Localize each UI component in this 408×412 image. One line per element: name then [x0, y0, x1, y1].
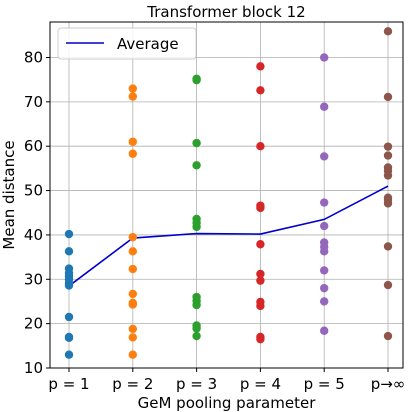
- x-axis-label: GeM pooling parameter: [138, 394, 317, 412]
- data-point: [128, 84, 137, 93]
- data-point: [320, 221, 329, 231]
- data-point: [383, 280, 393, 290]
- data-point: [383, 171, 393, 180]
- chart-title: Transformer block 12: [146, 3, 305, 21]
- data-point: [320, 266, 329, 275]
- data-point: [383, 142, 393, 151]
- y-tick-label: 40: [24, 226, 43, 244]
- y-axis-label: Mean distance: [0, 140, 18, 249]
- plot-frame: [49, 21, 404, 369]
- data-point: [256, 142, 265, 151]
- y-tick-label: 30: [24, 270, 43, 288]
- data-point: [256, 301, 265, 311]
- data-point: [192, 300, 201, 310]
- data-points: [64, 27, 393, 359]
- data-point: [64, 333, 74, 343]
- data-point: [383, 27, 393, 36]
- data-point: [320, 297, 329, 306]
- legend-box: [57, 27, 197, 60]
- data-point: [128, 324, 137, 334]
- data-point: [256, 86, 265, 95]
- data-point: [64, 350, 74, 359]
- data-point: [383, 199, 393, 208]
- legend: Average: [57, 27, 197, 60]
- data-point: [256, 276, 265, 285]
- data-point: [383, 92, 393, 102]
- data-point: [192, 138, 201, 148]
- data-point: [128, 350, 137, 359]
- y-tick-label: 70: [24, 93, 43, 111]
- y-tick-label: 60: [24, 137, 43, 155]
- data-point: [256, 334, 265, 344]
- data-point: [192, 75, 201, 85]
- data-point: [192, 161, 201, 170]
- average-line-layer: [68, 185, 389, 287]
- axis-ticks: 10 20 30 40 50 60 70 80 p = 1 p = 2 p = 3 p = 4 p = …: [24, 48, 405, 393]
- data-point: [64, 281, 74, 290]
- average-line: [68, 185, 389, 287]
- data-point: [64, 247, 74, 256]
- data-point: [320, 247, 329, 256]
- x-tick-label: p = 3: [176, 375, 217, 393]
- data-point: [128, 137, 137, 146]
- data-point: [320, 53, 329, 62]
- data-point: [128, 92, 137, 101]
- y-tick-label: 50: [24, 182, 43, 200]
- data-point: [320, 152, 329, 161]
- data-point: [128, 149, 137, 158]
- data-point: [256, 269, 265, 279]
- legend-average-label: Average: [117, 35, 179, 53]
- y-tick-label: 80: [24, 48, 43, 66]
- data-point: [383, 151, 393, 160]
- data-point: [192, 324, 201, 333]
- data-point: [320, 326, 329, 335]
- data-point: [256, 62, 265, 71]
- data-point: [128, 333, 137, 342]
- data-point: [320, 102, 329, 111]
- data-point: [128, 247, 137, 256]
- y-tick-label: 10: [24, 359, 43, 377]
- data-point: [256, 203, 265, 213]
- x-tick-label: p = 2: [112, 375, 153, 393]
- data-point: [256, 240, 265, 249]
- y-tick-label: 20: [24, 315, 43, 333]
- data-point: [383, 242, 393, 251]
- data-point: [320, 198, 329, 207]
- data-point: [128, 264, 137, 274]
- data-point: [64, 312, 74, 322]
- x-tick-label: p = 4: [240, 375, 281, 393]
- data-point: [383, 331, 393, 341]
- data-point: [128, 300, 137, 309]
- x-tick-label: p = 5: [304, 375, 345, 393]
- data-point: [128, 289, 137, 299]
- data-point: [128, 232, 137, 242]
- data-point: [320, 283, 329, 293]
- data-point: [64, 229, 74, 239]
- data-point: [192, 222, 201, 232]
- data-point: [192, 331, 201, 341]
- x-tick-label: p = 1: [48, 375, 89, 393]
- x-tick-label: p→∞: [371, 375, 406, 393]
